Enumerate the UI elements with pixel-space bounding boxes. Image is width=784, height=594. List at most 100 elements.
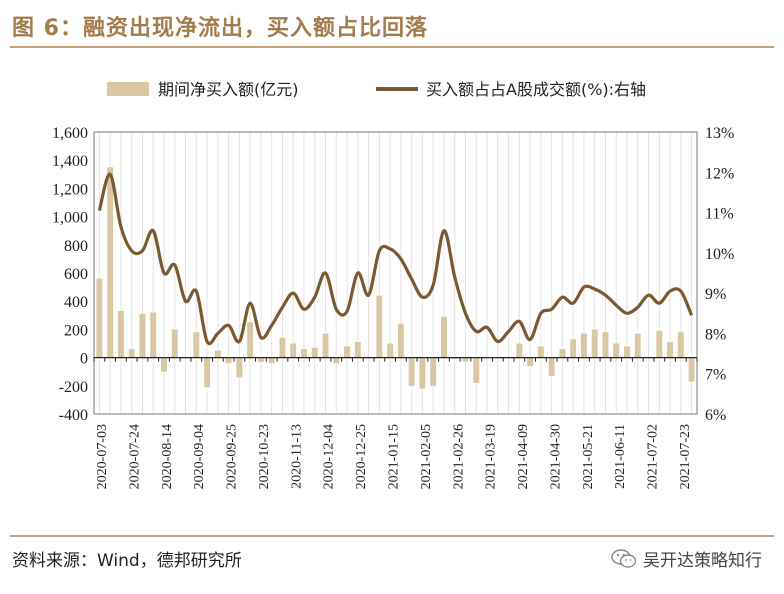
bar bbox=[677, 332, 684, 358]
bar bbox=[613, 343, 620, 358]
bar bbox=[634, 333, 641, 358]
ratio-line bbox=[97, 172, 694, 346]
x-tick-label: 2020-09-04 bbox=[192, 424, 207, 489]
legend-label-line: 买入额占占A股成交额(%):右轴 bbox=[426, 80, 646, 99]
left-tick-label: 200 bbox=[64, 322, 88, 339]
bar bbox=[150, 312, 157, 358]
bar bbox=[591, 329, 598, 358]
right-tick-label: 8% bbox=[705, 326, 726, 343]
left-tick-label: 600 bbox=[64, 266, 88, 283]
bar bbox=[624, 346, 630, 358]
x-tick-label: 2020-09-25 bbox=[225, 424, 240, 489]
legend-label-bar: 期间净买入额(亿元) bbox=[158, 80, 299, 99]
brand-name: 吴开达策略知行 bbox=[643, 551, 762, 571]
x-tick-label: 2021-02-05 bbox=[419, 424, 434, 489]
bottom-divider bbox=[10, 535, 774, 537]
x-tick-label: 2021-04-09 bbox=[516, 424, 531, 489]
x-tick-label: 2020-10-23 bbox=[257, 424, 272, 489]
x-tick-label: 2021-01-15 bbox=[387, 424, 402, 489]
left-tick-label: 1,200 bbox=[52, 181, 88, 198]
right-tick-label: 10% bbox=[705, 246, 734, 263]
bar bbox=[290, 343, 297, 358]
left-tick-label: 800 bbox=[64, 238, 88, 255]
x-tick-label: 2020-08-14 bbox=[160, 424, 175, 489]
left-tick-label: 1,000 bbox=[52, 210, 88, 227]
plot-frame bbox=[93, 131, 698, 415]
bar bbox=[516, 343, 523, 358]
bar bbox=[161, 357, 167, 372]
wechat-icon bbox=[611, 548, 637, 568]
page-title: 图 6：融资出现净流出，买入额占比回落 bbox=[12, 16, 428, 41]
bar bbox=[279, 337, 286, 358]
bar bbox=[128, 349, 135, 358]
bar bbox=[667, 342, 674, 358]
right-tick-label: 13% bbox=[705, 125, 734, 142]
bar bbox=[333, 357, 340, 364]
source-note: 资料来源：Wind，德邦研究所 bbox=[12, 551, 242, 571]
bar bbox=[354, 342, 361, 358]
x-tick-label: 2020-07-03 bbox=[95, 424, 110, 489]
right-tick-label: 6% bbox=[705, 407, 726, 424]
bar bbox=[117, 311, 124, 358]
x-tick-label: 2021-04-30 bbox=[548, 424, 563, 489]
right-tick-label: 12% bbox=[705, 165, 734, 182]
right-tick-label: 7% bbox=[705, 367, 726, 384]
bar bbox=[656, 330, 663, 358]
bar bbox=[419, 357, 426, 389]
bar bbox=[268, 357, 275, 364]
bar bbox=[527, 357, 534, 367]
bar bbox=[214, 350, 221, 358]
bar bbox=[236, 357, 243, 378]
left-tick-label: 1,600 bbox=[52, 125, 88, 142]
bar bbox=[559, 349, 566, 358]
legend-swatch-bar bbox=[107, 82, 149, 96]
x-tick-label: 2021-07-23 bbox=[678, 424, 693, 489]
x-tick-label: 2021-06-11 bbox=[613, 424, 628, 489]
bar bbox=[171, 329, 178, 358]
right-tick-label: 11% bbox=[705, 206, 734, 223]
bar bbox=[96, 278, 103, 358]
bar bbox=[204, 357, 211, 388]
x-tick-label: 2020-12-04 bbox=[322, 424, 337, 489]
x-tick-label: 2021-05-21 bbox=[581, 424, 596, 489]
bar bbox=[548, 357, 555, 376]
bar bbox=[301, 349, 307, 358]
left-tick-label: -200 bbox=[59, 379, 88, 396]
x-tick-label: 2020-11-13 bbox=[289, 424, 304, 489]
bar bbox=[473, 357, 480, 383]
bar bbox=[688, 357, 695, 382]
right-tick-label: 9% bbox=[705, 286, 726, 303]
bar bbox=[451, 357, 458, 360]
x-tick-label: 2021-07-02 bbox=[646, 424, 661, 489]
bar bbox=[570, 339, 577, 358]
bar bbox=[408, 357, 415, 386]
left-tick-label: 1,400 bbox=[52, 153, 88, 170]
bar bbox=[247, 322, 254, 358]
bar bbox=[440, 316, 447, 358]
x-tick-label: 2020-12-25 bbox=[354, 424, 369, 489]
bar bbox=[257, 357, 264, 362]
left-tick-label: -400 bbox=[59, 407, 88, 424]
bar bbox=[322, 333, 329, 358]
bar bbox=[462, 357, 469, 362]
bar bbox=[311, 347, 318, 358]
chart: -400 -200 0 200 400 600 800 1,000 1,200 1,400 1,60… bbox=[52, 80, 734, 489]
x-tick-label: 2021-03-19 bbox=[484, 424, 499, 489]
bar bbox=[139, 313, 146, 358]
bar bbox=[387, 343, 394, 358]
bar bbox=[537, 346, 544, 358]
bar bbox=[193, 332, 200, 358]
bar bbox=[397, 323, 404, 358]
left-tick-label: 400 bbox=[64, 294, 88, 311]
left-tick-label: 0 bbox=[80, 351, 88, 368]
x-tick-label: 2021-02-26 bbox=[451, 424, 466, 489]
bar bbox=[580, 333, 587, 358]
bar bbox=[376, 295, 383, 358]
top-divider bbox=[10, 46, 774, 48]
bar bbox=[430, 357, 437, 386]
bar bbox=[107, 167, 114, 358]
bar bbox=[602, 332, 609, 358]
x-tick-label: 2020-07-24 bbox=[127, 424, 142, 489]
bar bbox=[344, 346, 351, 358]
bar bbox=[225, 357, 232, 364]
